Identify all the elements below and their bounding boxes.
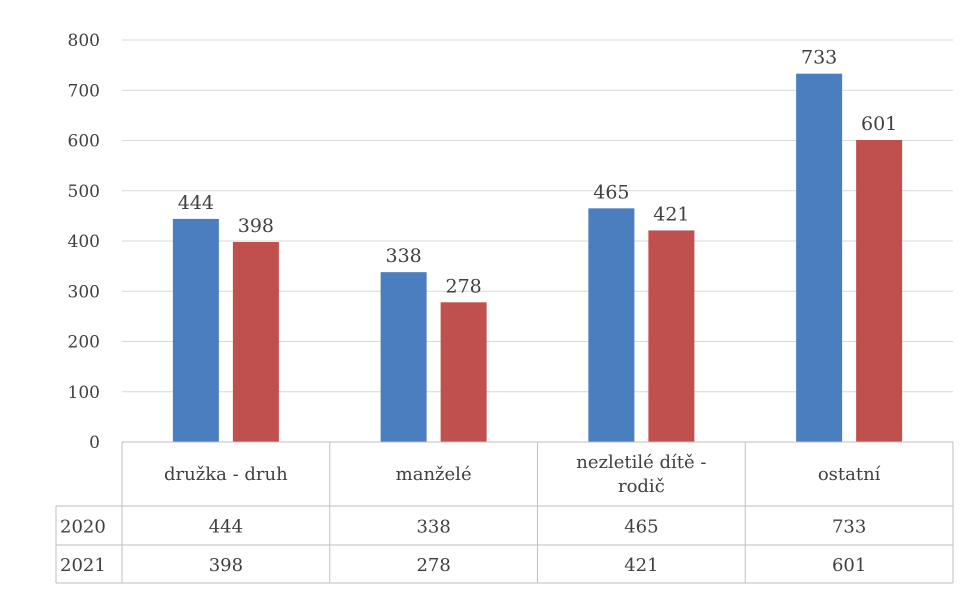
data-label: 444 [178, 192, 214, 214]
bar [440, 302, 487, 442]
bar [172, 218, 219, 442]
category-label: nezletilé dítě - [576, 452, 706, 473]
bar [796, 73, 843, 442]
y-tick-label: 700 [68, 81, 100, 101]
table-value: 444 [209, 517, 243, 538]
table-value: 601 [832, 555, 866, 576]
data-label: 465 [593, 181, 629, 203]
y-tick-label: 500 [68, 182, 100, 202]
series-name: 2021 [60, 555, 106, 576]
data-label: 338 [385, 245, 421, 267]
table-value: 398 [209, 555, 243, 576]
table-value: 421 [624, 555, 658, 576]
data-label: 733 [801, 47, 837, 69]
y-tick-label: 600 [68, 132, 100, 152]
y-tick-label: 100 [68, 383, 100, 403]
bar [648, 230, 695, 442]
series-name: 2020 [60, 517, 106, 538]
bar [588, 208, 635, 442]
data-label: 398 [238, 215, 274, 237]
y-tick-label: 200 [68, 333, 100, 353]
y-tick-label: 0 [89, 433, 100, 453]
y-tick-label: 800 [68, 31, 100, 51]
data-label: 278 [445, 275, 481, 297]
y-tick-label: 300 [68, 282, 100, 302]
category-label: ostatní [818, 464, 881, 485]
data-label: 421 [653, 203, 689, 225]
category-label: manželé [396, 464, 472, 485]
table-value: 465 [624, 517, 658, 538]
y-tick-label: 400 [68, 232, 100, 252]
category-label: družka - druh [164, 464, 288, 485]
bar [232, 242, 279, 442]
table-value: 338 [416, 517, 450, 538]
table-value: 733 [832, 517, 866, 538]
table-value: 278 [416, 555, 450, 576]
bar [856, 139, 903, 442]
bar [380, 272, 427, 442]
category-label: rodič [618, 476, 665, 497]
data-label: 601 [861, 113, 897, 135]
